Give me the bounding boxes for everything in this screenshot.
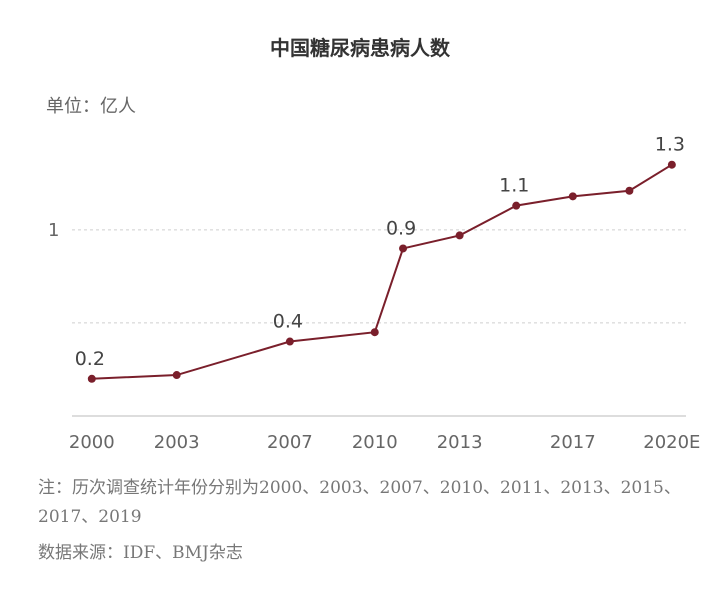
- x-tick-label: 2003: [154, 432, 200, 453]
- data-label: 1.3: [655, 134, 685, 156]
- x-tick-label: 2020E: [643, 432, 700, 453]
- data-point: [285, 337, 294, 346]
- data-label: 0.4: [273, 311, 303, 333]
- data-point: [625, 186, 634, 195]
- footnote: 注：历次调查统计年份分别为2000、2003、2007、2010、2011、20…: [38, 478, 681, 527]
- data-point: [667, 160, 676, 169]
- data-label: 0.9: [386, 217, 416, 239]
- data-point: [87, 374, 96, 383]
- x-tick-label: 2017: [550, 432, 596, 453]
- unit-label: 单位：亿人: [46, 96, 136, 117]
- chart-title: 中国糖尿病患病人数: [270, 36, 450, 60]
- data-point: [568, 192, 577, 201]
- data-source: 数据来源：IDF、BMJ杂志: [38, 543, 243, 563]
- x-tick-label: 2000: [69, 432, 115, 453]
- y-tick-label: 1: [48, 220, 59, 241]
- data-label: 1.1: [499, 175, 529, 197]
- data-point: [172, 371, 181, 380]
- x-tick-label: 2013: [437, 432, 483, 453]
- data-point: [512, 201, 521, 210]
- x-tick-label: 2010: [352, 432, 398, 453]
- data-label: 0.2: [75, 348, 105, 370]
- data-point: [399, 244, 408, 253]
- series-line: [91, 163, 673, 380]
- data-point: [455, 231, 464, 240]
- data-point: [370, 328, 379, 337]
- x-tick-label: 2007: [267, 432, 313, 453]
